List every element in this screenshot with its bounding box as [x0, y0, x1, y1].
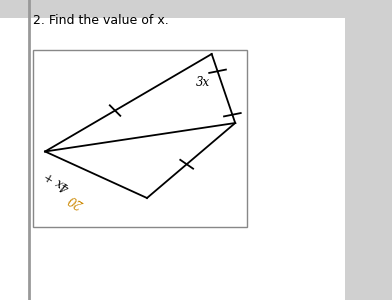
Bar: [345, 0, 392, 300]
Bar: [0, 0, 345, 300]
Text: 2. Find the value of x.: 2. Find the value of x.: [33, 14, 169, 26]
Text: 20: 20: [67, 192, 86, 211]
Text: 4x +: 4x +: [39, 167, 73, 194]
Bar: [33, 50, 247, 226]
Text: 3x: 3x: [196, 76, 210, 88]
Bar: [0, 0, 392, 18]
